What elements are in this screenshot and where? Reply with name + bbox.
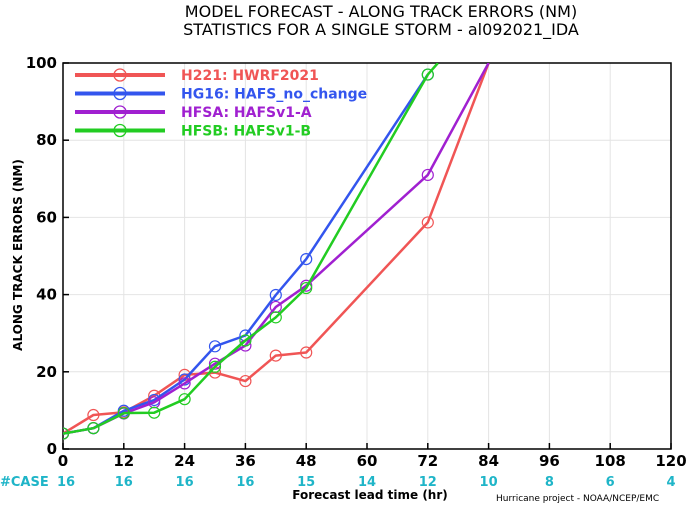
- y-tick-label: 0: [47, 440, 57, 458]
- chart-title: MODEL FORECAST - ALONG TRACK ERRORS (NM): [185, 2, 577, 21]
- case-count: 8: [545, 475, 554, 490]
- x-tick-label: 24: [174, 452, 195, 470]
- x-tick-label: 48: [296, 452, 317, 470]
- legend-label: HFSA: HAFSv1-A: [181, 105, 312, 121]
- case-count: 15: [297, 475, 315, 490]
- grid: [63, 63, 671, 449]
- x-tick-label: 60: [357, 452, 378, 470]
- case-count: 16: [176, 475, 194, 490]
- legend-label: H221: HWRF2021: [181, 68, 319, 84]
- y-axis-label: ALONG TRACK ERRORS (NM): [11, 159, 25, 351]
- legend-marker: [113, 105, 127, 119]
- data-point: [239, 334, 252, 347]
- y-tick-label: 40: [36, 286, 57, 304]
- axes: 0 12 24 36 48 60 72 84 96 108 120020406080100#CASE…: [0, 54, 687, 490]
- data-point: [421, 168, 434, 182]
- x-tick-label: 120: [655, 452, 686, 470]
- data-point: [239, 374, 252, 388]
- data-point: [269, 288, 282, 302]
- data-point: [208, 340, 222, 353]
- case-count: 16: [115, 475, 133, 490]
- data-point: [269, 311, 282, 324]
- chart-subtitle: STATISTICS FOR A SINGLE STORM - al092021…: [183, 20, 579, 40]
- x-tick-label: 72: [417, 452, 438, 470]
- data-point: [87, 408, 100, 422]
- data-point: [208, 360, 222, 373]
- x-axis-label: Forecast lead time (hr): [292, 488, 448, 502]
- data-point: [178, 377, 191, 390]
- series-line: [63, 63, 439, 435]
- x-tick-label: 12: [113, 452, 134, 470]
- legend-marker: [113, 123, 127, 138]
- series-4: [63, 63, 439, 440]
- case-count: 16: [57, 475, 75, 490]
- x-tick-label: 36: [235, 452, 256, 470]
- case-count: 6: [606, 475, 615, 490]
- data-point: [87, 422, 100, 435]
- data-point: [117, 407, 130, 420]
- x-tick-label: 0: [58, 452, 68, 470]
- x-tick-label: 84: [478, 452, 499, 470]
- y-tick-label: 80: [36, 131, 57, 149]
- y-tick-label: 100: [26, 54, 57, 72]
- data-point: [178, 393, 191, 406]
- legend: H221: HWRF2021 HG16: HAFS_no_change HFSA: …: [75, 68, 367, 140]
- data-point: [300, 281, 313, 295]
- case-count: 12: [419, 475, 437, 490]
- x-tick-label: 96: [539, 452, 560, 470]
- data-point: [63, 427, 70, 440]
- data-point: [300, 252, 313, 266]
- x-tick-label: 108: [595, 452, 626, 470]
- legend-marker: [113, 68, 127, 82]
- case-count: 4: [666, 475, 675, 490]
- case-count: 16: [236, 475, 254, 490]
- case-count: 14: [358, 475, 376, 490]
- data-point: [421, 68, 434, 81]
- legend-marker: [113, 86, 127, 101]
- y-tick-label: 60: [36, 208, 57, 226]
- case-row-label: #CASE: [0, 475, 49, 490]
- data-point: [300, 346, 313, 359]
- legend-label: HG16: HAFS_no_change: [181, 87, 367, 103]
- data-point: [269, 349, 282, 362]
- legend-label: HFSB: HAFSv1-B: [181, 124, 311, 140]
- series-layer: [63, 63, 490, 440]
- data-point: [421, 216, 434, 229]
- credit-text: Hurricane project - NOAA/NCEP/EMC: [496, 494, 659, 504]
- case-count: 10: [480, 475, 498, 490]
- y-tick-label: 20: [36, 363, 57, 381]
- data-point: [148, 406, 161, 419]
